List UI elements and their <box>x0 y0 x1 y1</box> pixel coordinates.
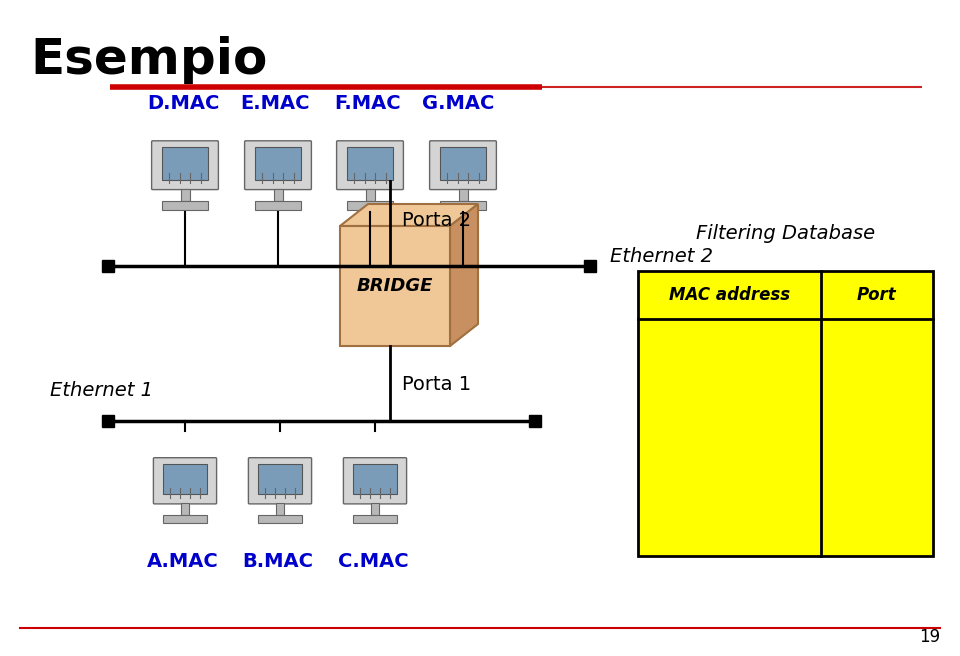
Bar <box>254 147 301 180</box>
Bar <box>274 189 282 201</box>
Text: 19: 19 <box>919 628 940 646</box>
Text: Porta 2: Porta 2 <box>402 211 471 230</box>
Bar <box>340 226 450 346</box>
Text: B.MAC: B.MAC <box>243 552 314 571</box>
Text: Port: Port <box>857 286 897 304</box>
Bar <box>276 503 284 515</box>
Bar <box>258 515 302 523</box>
Bar <box>371 503 379 515</box>
Bar <box>161 147 208 180</box>
FancyBboxPatch shape <box>337 141 403 190</box>
Bar <box>347 147 394 180</box>
Bar <box>353 515 397 523</box>
Text: A.MAC: A.MAC <box>147 552 219 571</box>
Text: Porta 1: Porta 1 <box>402 375 471 394</box>
Text: D.MAC: D.MAC <box>147 94 219 113</box>
Polygon shape <box>340 204 478 226</box>
FancyBboxPatch shape <box>245 141 311 190</box>
Bar <box>254 201 301 210</box>
Bar <box>163 464 207 495</box>
Text: Esempio: Esempio <box>30 36 268 84</box>
Bar <box>180 503 189 515</box>
Text: Filtering Database: Filtering Database <box>696 224 876 243</box>
Text: Ethernet 1: Ethernet 1 <box>50 382 153 401</box>
FancyBboxPatch shape <box>249 458 312 504</box>
Text: Ethernet 2: Ethernet 2 <box>610 247 713 266</box>
Bar <box>180 189 189 201</box>
Bar <box>258 464 302 495</box>
Bar <box>638 271 933 556</box>
FancyBboxPatch shape <box>344 458 407 504</box>
Text: E.MAC: E.MAC <box>240 94 310 113</box>
Bar <box>366 189 374 201</box>
Bar <box>353 464 397 495</box>
Text: G.MAC: G.MAC <box>421 94 494 113</box>
FancyBboxPatch shape <box>152 141 218 190</box>
Bar <box>440 201 487 210</box>
Text: MAC address: MAC address <box>669 286 790 304</box>
Bar <box>163 515 207 523</box>
Bar <box>347 201 394 210</box>
Bar <box>440 147 487 180</box>
FancyBboxPatch shape <box>154 458 217 504</box>
Text: F.MAC: F.MAC <box>335 94 401 113</box>
Text: C.MAC: C.MAC <box>338 552 408 571</box>
Polygon shape <box>450 204 478 346</box>
Text: BRIDGE: BRIDGE <box>357 277 433 295</box>
Bar <box>161 201 208 210</box>
Bar <box>459 189 468 201</box>
FancyBboxPatch shape <box>430 141 496 190</box>
